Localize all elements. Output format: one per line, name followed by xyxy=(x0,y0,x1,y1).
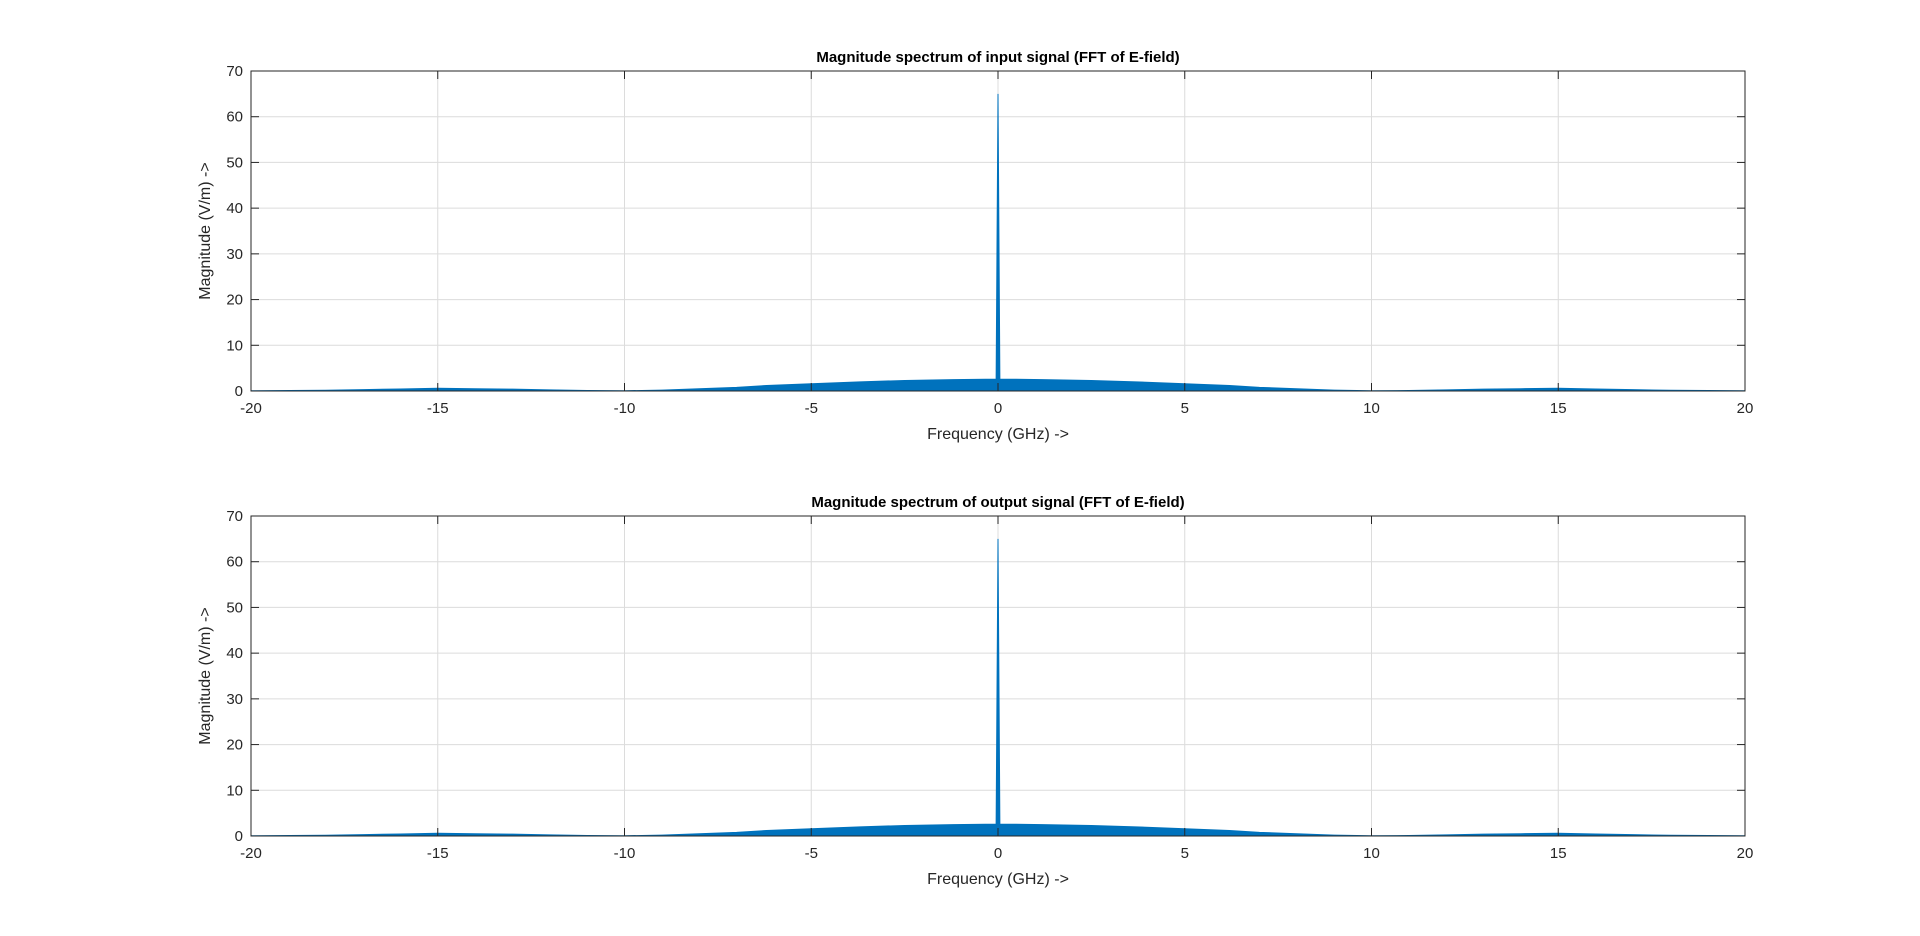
y-tick-label: 30 xyxy=(226,691,243,708)
x-tick-label: 5 xyxy=(1181,400,1189,417)
x-tick-label: 20 xyxy=(1737,845,1754,862)
x-tick-label: -15 xyxy=(427,845,449,862)
y-tick-label: 30 xyxy=(226,246,243,263)
y-tick-label: 50 xyxy=(226,599,243,616)
input-spectrum-plot: -20 -15 -10 -5 0 5 10 15 20 0 10 20 30 40 50 60 70 Magnit… xyxy=(197,49,1753,443)
x-tick-label: -20 xyxy=(240,400,262,417)
y-tick-label: 40 xyxy=(226,200,243,217)
y-tick-label: 40 xyxy=(226,645,243,662)
y-tick-label: 60 xyxy=(226,109,243,126)
x-tick-label: -5 xyxy=(805,400,818,417)
y-tick-label: 0 xyxy=(235,828,243,845)
x-tick-label: 15 xyxy=(1550,400,1567,417)
x-tick-label: -15 xyxy=(427,400,449,417)
y-tick-label: 10 xyxy=(226,337,243,354)
y-axis-label: Magnitude (V/m) -> xyxy=(197,162,214,299)
y-tick-label: 70 xyxy=(226,63,243,80)
x-axis-label: Frequency (GHz) -> xyxy=(927,871,1069,888)
x-tick-label: 0 xyxy=(994,845,1002,862)
plot-title: Magnitude spectrum of output signal (FFT… xyxy=(811,494,1184,511)
y-axis-label: Magnitude (V/m) -> xyxy=(197,607,214,744)
x-tick-label: 15 xyxy=(1550,845,1567,862)
y-tick-label: 70 xyxy=(226,508,243,525)
spectrum-line xyxy=(250,538,1746,837)
x-tick-label: -10 xyxy=(614,400,636,417)
spectrum-line xyxy=(250,93,1746,392)
x-tick-label: 10 xyxy=(1363,845,1380,862)
x-tick-label: 5 xyxy=(1181,845,1189,862)
y-tick-label: 20 xyxy=(226,737,243,754)
x-tick-label: 20 xyxy=(1737,400,1754,417)
x-tick-label: 10 xyxy=(1363,400,1380,417)
y-tick-label: 0 xyxy=(235,383,243,400)
y-tick-label: 20 xyxy=(226,292,243,309)
output-spectrum-plot: -20 -15 -10 -5 0 5 10 15 20 0 10 20 30 40 50 60 70 Magnit… xyxy=(197,494,1753,888)
x-tick-label: 0 xyxy=(994,400,1002,417)
x-axis-label: Frequency (GHz) -> xyxy=(927,426,1069,443)
x-tick-label: -5 xyxy=(805,845,818,862)
y-tick-label: 60 xyxy=(226,554,243,571)
y-tick-label: 50 xyxy=(226,154,243,171)
x-tick-label: -10 xyxy=(614,845,636,862)
plot-title: Magnitude spectrum of input signal (FFT … xyxy=(816,49,1179,66)
x-tick-label: -20 xyxy=(240,845,262,862)
y-tick-label: 10 xyxy=(226,782,243,799)
